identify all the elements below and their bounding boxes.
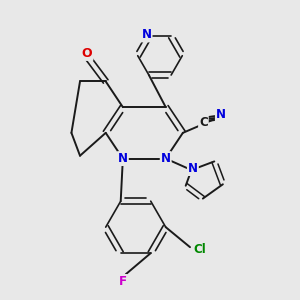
Text: C: C — [199, 116, 208, 129]
Text: O: O — [82, 47, 92, 60]
Text: N: N — [188, 162, 198, 175]
Text: N: N — [161, 152, 171, 165]
Text: Cl: Cl — [193, 243, 206, 256]
Text: N: N — [118, 152, 128, 165]
Text: F: F — [119, 275, 127, 288]
Text: N: N — [216, 108, 226, 122]
Text: N: N — [142, 28, 152, 41]
